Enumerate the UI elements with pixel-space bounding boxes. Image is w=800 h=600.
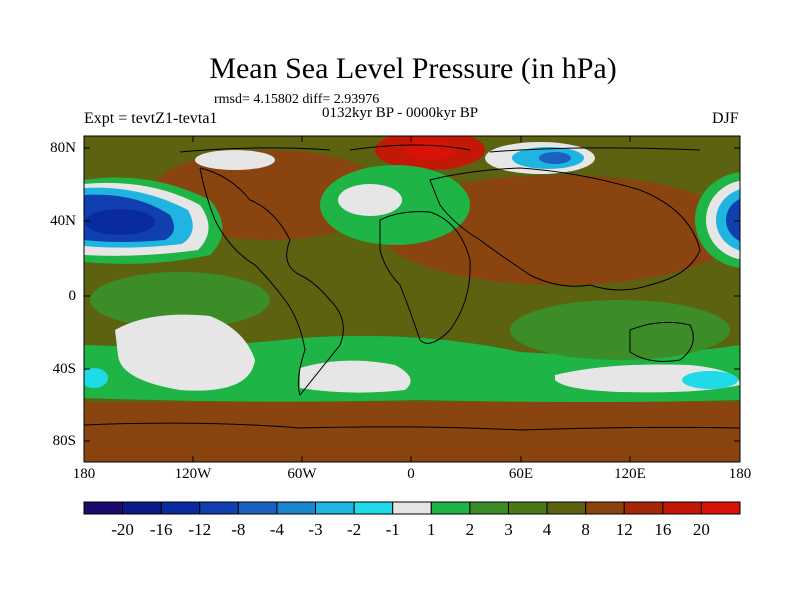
- colorbar-label: -1: [385, 520, 400, 539]
- field-north-atlantic-white: [338, 184, 402, 216]
- colorbar-label: 12: [615, 520, 633, 539]
- lon-label-120e: 120E: [614, 466, 646, 482]
- field-asia-high: [380, 175, 740, 285]
- colorbar-box: [392, 501, 432, 515]
- field-arctic-red-core: [405, 140, 455, 160]
- colorbar: [83, 501, 741, 515]
- colorbar-label: -20: [111, 520, 134, 539]
- field-siberia-low: [539, 152, 571, 164]
- stats-label: rmsd= 4.15802 diff= 2.93976: [214, 92, 380, 107]
- lon-label-0: 0: [407, 466, 415, 482]
- field-south-pacific-white: [115, 314, 255, 391]
- colorbar-label: -4: [269, 520, 285, 539]
- field-east-pacific-low: [726, 198, 740, 242]
- field-canada-white: [195, 150, 275, 170]
- colorbar-box: [160, 501, 201, 515]
- colorbar-box: [507, 501, 548, 515]
- colorbar-box: [623, 501, 664, 515]
- colorbar-box: [237, 501, 278, 515]
- colorbar-box: [353, 501, 394, 515]
- coastlines: [84, 144, 740, 431]
- colorbar-box: [276, 501, 317, 515]
- field-west-edge-cyan: [84, 368, 108, 388]
- field-south-high: [84, 400, 740, 462]
- colorbar-box: [122, 501, 162, 515]
- colorbar-box: [430, 501, 471, 515]
- map-title: Mean Sea Level Pressure (in hPa): [209, 52, 617, 85]
- field-australia-cyan: [682, 371, 738, 389]
- colorbar-label: -3: [308, 520, 323, 539]
- colorbar-label: -16: [149, 520, 173, 539]
- colorbar-box: [585, 501, 625, 515]
- period-label: 0132kyr BP - 0000kyr BP: [322, 105, 479, 121]
- colorbar-label: 20: [692, 520, 710, 539]
- colorbar-box: [199, 501, 239, 515]
- lon-ticks: [192, 136, 631, 462]
- colorbar-label: -8: [231, 520, 246, 539]
- map-field: [84, 136, 740, 462]
- lon-label-180e: 180: [728, 466, 752, 482]
- lat-label-40n: 40N: [50, 213, 76, 229]
- field-indian-ocean: [510, 300, 730, 360]
- colorbar-box: [662, 501, 702, 515]
- colorbar-label: -12: [188, 520, 212, 539]
- map-frame: [83, 135, 741, 463]
- field-south-atlantic-white: [300, 360, 411, 393]
- experiment-label: Expt = tevtZ1-tevta1: [84, 110, 218, 127]
- lat-label-40s: 40S: [52, 361, 76, 377]
- colorbar-box: [469, 501, 509, 515]
- lat-label-80n: 80N: [50, 140, 76, 156]
- lon-label-120w: 120W: [174, 466, 212, 482]
- colorbar-box: [700, 501, 741, 515]
- colorbar-label: -2: [347, 520, 362, 539]
- colorbar-label: 1: [427, 520, 436, 539]
- colorbar-box: [83, 501, 124, 515]
- lat-label-80s: 80S: [52, 433, 76, 449]
- lat-label-0: 0: [68, 288, 77, 304]
- colorbar-label: 2: [465, 520, 475, 539]
- lat-ticks: [84, 147, 740, 442]
- season-label: DJF: [712, 110, 739, 127]
- lon-label-60w: 60W: [287, 466, 317, 482]
- colorbar-box: [315, 501, 355, 515]
- lon-label-180w: 180: [72, 466, 96, 482]
- colorbar-label: 16: [654, 520, 672, 539]
- colorbar-label: 3: [504, 520, 513, 539]
- lon-label-60e: 60E: [508, 466, 534, 482]
- field-pacific-low-core: [85, 209, 155, 235]
- colorbar-box: [546, 501, 587, 515]
- colorbar-label: 8: [581, 520, 590, 539]
- field-equator-pacific: [90, 272, 270, 328]
- colorbar-label: 4: [542, 520, 552, 539]
